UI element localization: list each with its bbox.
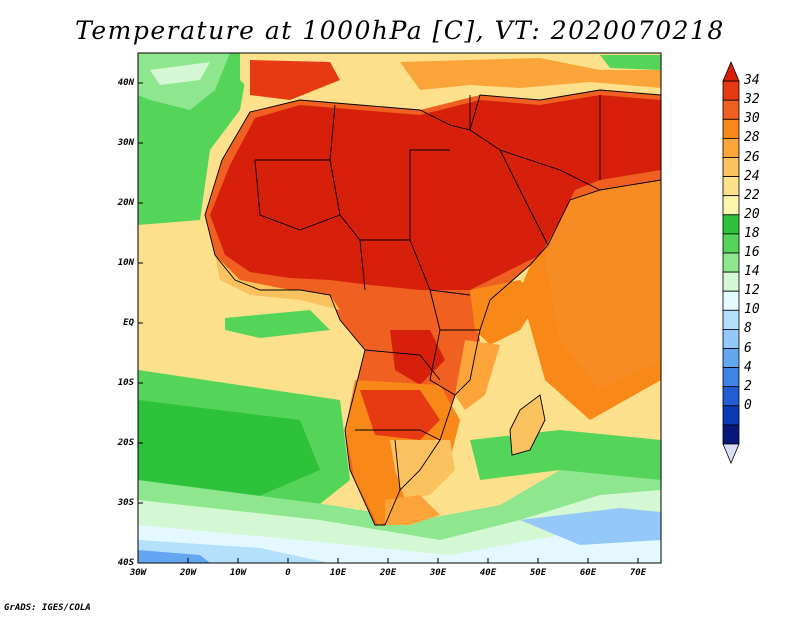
lat-tick-30S: 30S: [117, 498, 134, 508]
lat-tick-40N: 40N: [117, 78, 134, 88]
colorbar-box: [722, 118, 740, 139]
lon-tick-30W: 30W: [129, 568, 147, 578]
colorbar-box: [722, 214, 740, 235]
colorbar-label: 10: [744, 302, 760, 318]
colorbar-top-arrow: [722, 60, 740, 82]
colorbar-label: 30: [744, 111, 760, 127]
lat-tick-20N: 20N: [117, 198, 134, 208]
colorbar-box: [722, 424, 740, 445]
colorbar-box: [722, 80, 740, 101]
colorbar-label: 22: [744, 187, 760, 203]
colorbar-label: 8: [744, 321, 752, 337]
lon-tick-20W: 20W: [179, 568, 197, 578]
lon-tick-60E: 60E: [579, 568, 597, 578]
colorbar-label: 12: [744, 283, 760, 299]
colorbar-box: [722, 176, 740, 197]
colorbar-box: [722, 233, 740, 254]
lat-tick-10N: 10N: [117, 258, 134, 268]
colorbar-label: 20: [744, 206, 760, 222]
colorbar-label: 14: [744, 264, 760, 280]
lon-tick-50E: 50E: [529, 568, 547, 578]
colorbar-box: [722, 309, 740, 330]
colorbar-label: 0: [744, 397, 752, 413]
colorbar-label: 24: [744, 168, 760, 184]
plot-frame: [137, 52, 662, 564]
colorbar-label: 6: [744, 340, 752, 356]
colorbar-box: [722, 405, 740, 426]
map-title: Temperature at 1000hPa [C], VT: 20200702…: [75, 16, 725, 45]
lon-tick-20E: 20E: [379, 568, 397, 578]
coastlines: [204, 89, 661, 526]
lat-tick-10S: 10S: [117, 378, 134, 388]
temperature-field: [138, 53, 661, 563]
lon-tick-10W: 10W: [229, 568, 247, 578]
colorbar-box: [722, 367, 740, 388]
lat-tick-20S: 20S: [117, 438, 134, 448]
colorbar-label: 32: [744, 92, 760, 108]
colorbar: [722, 60, 740, 465]
colorbar-label: 26: [744, 149, 760, 165]
colorbar-box: [722, 290, 740, 311]
colorbar-bottom-arrow: [722, 443, 740, 465]
lat-tick-EQ: EQ: [123, 318, 134, 328]
colorbar-label: 2: [744, 378, 752, 394]
colorbar-box: [722, 99, 740, 120]
colorbar-label: 18: [744, 225, 760, 241]
colorbar-label: 28: [744, 130, 760, 146]
colorbar-label: 4: [744, 359, 752, 375]
colorbar-box: [722, 271, 740, 292]
colorbar-box: [722, 348, 740, 369]
colorbar-box: [722, 252, 740, 273]
axis-ticks: [138, 82, 639, 563]
colorbar-label: 16: [744, 245, 760, 260]
lat-tick-40S: 40S: [117, 558, 134, 568]
colorbar-box: [722, 157, 740, 178]
lat-tick-30N: 30N: [117, 138, 134, 148]
lon-tick-40E: 40E: [479, 568, 497, 578]
lon-tick-0: 0: [285, 568, 291, 578]
colorbar-box: [722, 386, 740, 407]
lon-tick-10E: 10E: [329, 568, 347, 578]
colorbar-box: [722, 195, 740, 216]
credit-text: GrADS: IGES/COLA: [4, 603, 91, 613]
colorbar-label: 34: [744, 73, 760, 89]
colorbar-box: [722, 328, 740, 349]
lon-tick-30E: 30E: [429, 568, 447, 578]
colorbar-box: [722, 137, 740, 158]
lon-tick-70E: 70E: [629, 568, 647, 578]
